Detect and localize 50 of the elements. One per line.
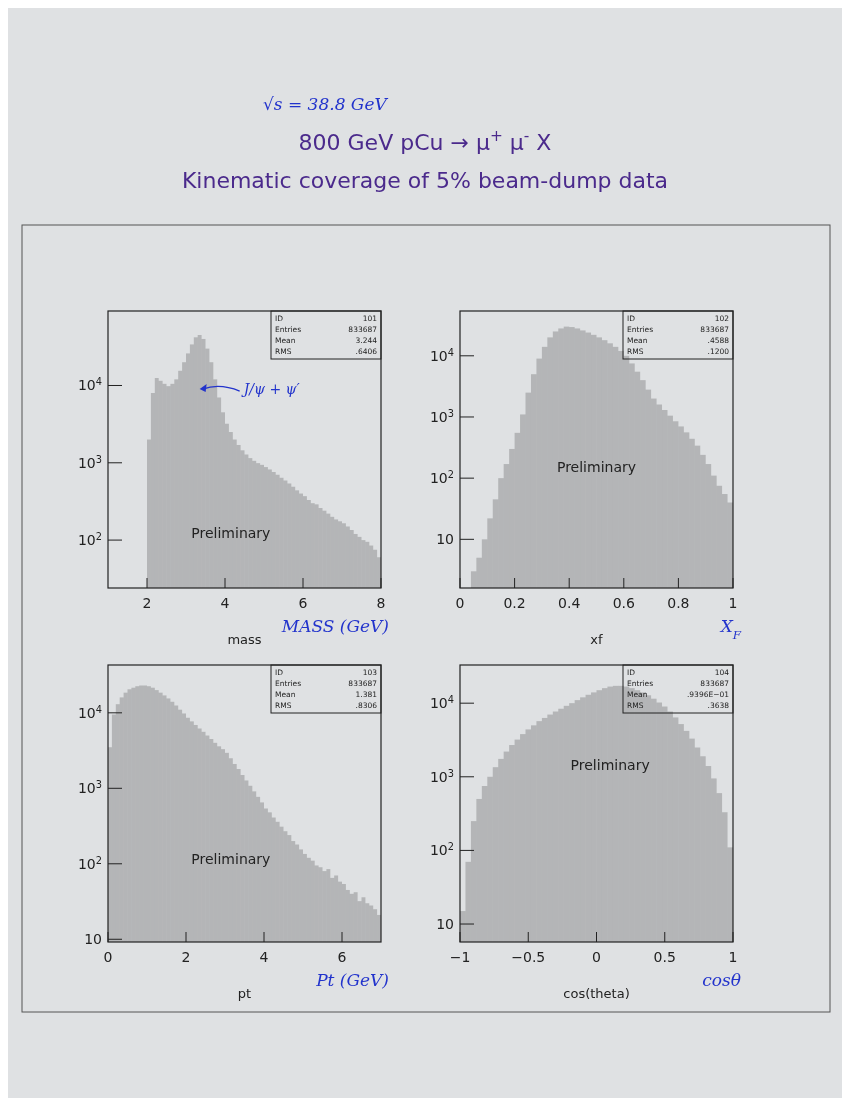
x-tick-label: 4 [259, 949, 269, 965]
text: Kinematic coverage of 5% beam-dump data [181, 168, 669, 193]
x-tick-label: 1 [728, 595, 738, 611]
x-tick-label: −1 [449, 949, 471, 965]
annotation: Preliminary [556, 458, 637, 475]
y-tick-label: 10$^{3}$ [77, 778, 102, 797]
x-tick-label: 0.4 [558, 595, 581, 611]
x-tick-label: 0 [592, 949, 601, 965]
y-tick-label: 10$^{4}$ [429, 346, 454, 364]
y-tick-label: 10$^{3}$ [429, 767, 454, 785]
text: √s = 38.8 GeV [263, 94, 389, 114]
y-tick-label: 10$^{3}$ [77, 453, 102, 471]
x-axis-title: cos(theta) [563, 986, 630, 1001]
y-tick-label: 10$^{2}$ [77, 854, 102, 872]
x-axis-title: mass [227, 632, 262, 647]
x-tick-label: 0.2 [503, 595, 526, 611]
text: cosθ [702, 970, 741, 990]
y-tick-label: 10$^{4}$ [77, 703, 102, 721]
y-tick-label: 10$^{3}$ [429, 407, 454, 425]
x-tick-label: 0.5 [653, 949, 676, 965]
x-axis-title: pt [237, 986, 252, 1001]
annotation: Preliminary [191, 851, 271, 868]
x-tick-label: 2 [181, 949, 191, 965]
text: Pt (GeV) [315, 970, 389, 990]
y-tick-label: 10$^{4}$ [429, 693, 454, 712]
y-tick-label: 10$^{4}$ [77, 376, 102, 394]
y-tick-label: 10 [436, 916, 454, 933]
text: X$_{F}$ [718, 616, 742, 642]
annotation: J/ψ + ψ′ [240, 381, 301, 398]
text: MASS (GeV) [280, 616, 389, 636]
x-tick-label: 8 [376, 595, 386, 611]
x-tick-label: 4 [220, 595, 230, 611]
annotation: Preliminary [191, 525, 271, 542]
x-tick-label: 1 [728, 949, 738, 965]
x-tick-label: 0.8 [667, 595, 690, 611]
y-tick-label: 10$^{2}$ [77, 530, 102, 549]
x-axis-title: xf [590, 632, 604, 647]
x-tick-label: −0.5 [511, 949, 546, 965]
x-tick-label: 0 [455, 595, 465, 611]
x-tick-label: 6 [337, 949, 347, 965]
x-tick-label: 6 [298, 595, 308, 611]
y-tick-label: 10 [84, 931, 102, 948]
y-tick-label: 10 [436, 531, 454, 548]
annotation: Preliminary [570, 757, 650, 774]
x-tick-label: 0.6 [612, 595, 636, 611]
y-tick-label: 10$^{2}$ [429, 468, 454, 487]
x-tick-label: 2 [142, 595, 152, 611]
text: 800 GeV pCu → μ$^{+}$μ$^{-}$X [298, 127, 552, 155]
x-tick-label: 0 [103, 949, 113, 965]
y-tick-label: 10$^{2}$ [429, 840, 454, 859]
